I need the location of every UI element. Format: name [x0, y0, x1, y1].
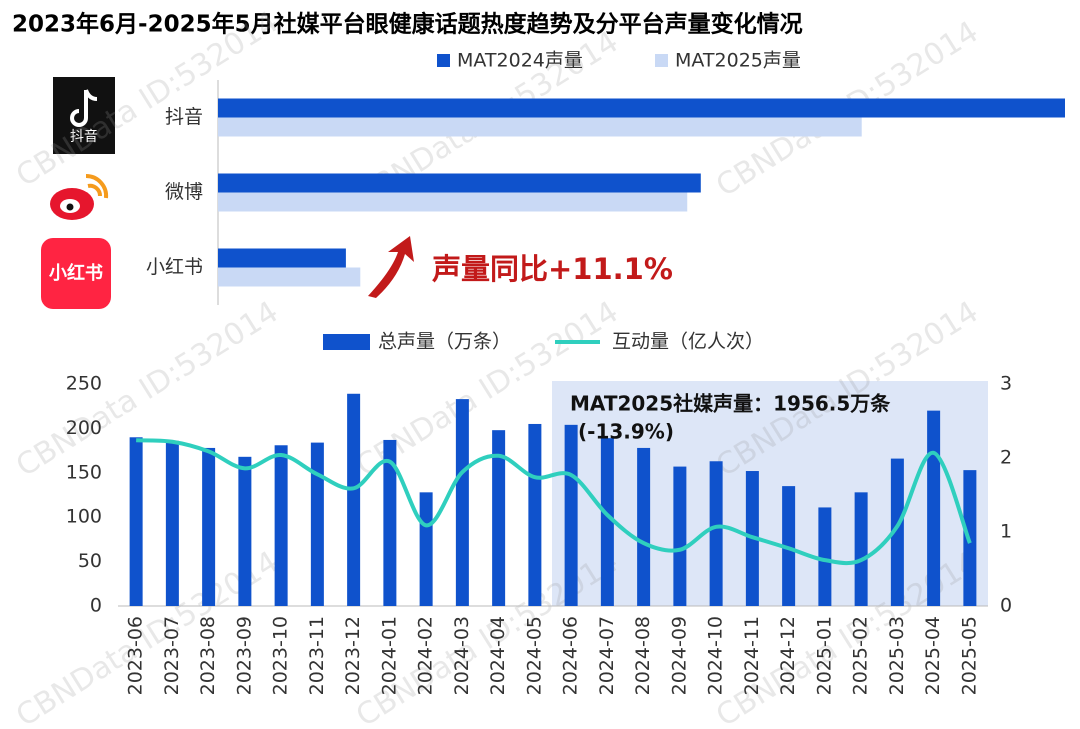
bar: [528, 423, 542, 606]
x-tick-label: 2025-01: [813, 616, 835, 695]
bar: [218, 98, 1065, 118]
category-label: 抖音: [165, 106, 203, 128]
douyin-logo: 抖音: [53, 77, 115, 154]
annotation: 声量同比+11.1%: [432, 252, 673, 286]
page-title: 2023年6月-2025年5月社媒平台眼健康话题热度趋势及分平台声量变化情况: [12, 11, 803, 38]
y-tick-label: 200: [66, 417, 102, 439]
x-tick-label: 2025-04: [922, 616, 944, 695]
x-tick-label: 2024-10: [705, 616, 727, 695]
x-tick-label: 2024-03: [451, 616, 473, 695]
bar: [564, 424, 578, 606]
y-tick-label: 150: [66, 461, 102, 483]
x-tick-label: 2024-02: [415, 616, 437, 695]
watermark: CBNData ID:532014: [10, 294, 284, 484]
bar: [709, 461, 723, 606]
x-tick-label: 2023-07: [161, 616, 183, 695]
legend-label: 总声量（万条）: [378, 331, 511, 353]
bar: [218, 117, 862, 137]
x-tick-label: 2024-01: [378, 616, 400, 695]
bar: [310, 442, 324, 606]
legend-swatch: [655, 54, 668, 67]
y-tick-label: 250: [66, 373, 102, 395]
annotation: MAT2025社媒声量：1956.5万条: [570, 392, 891, 416]
x-tick-label: 2024-07: [596, 616, 618, 695]
x-tick-label: 2023-09: [233, 616, 255, 695]
annotation: (-13.9%): [578, 420, 674, 444]
bar: [347, 393, 361, 606]
x-tick-label: 2024-08: [632, 616, 654, 695]
bar: [383, 439, 397, 606]
bar: [673, 466, 687, 606]
bar: [165, 440, 179, 606]
y2-tick-label: 1: [1000, 521, 1012, 543]
category-label: 小红书: [146, 256, 203, 278]
x-tick-label: 2024-09: [668, 616, 690, 695]
y2-tick-label: 0: [1000, 595, 1012, 617]
bar: [782, 486, 796, 606]
y2-tick-label: 3: [1000, 373, 1012, 395]
y-tick-label: 50: [78, 550, 102, 572]
legend-label: MAT2024声量: [457, 50, 583, 72]
highlight-region: [552, 381, 988, 606]
x-tick-label: 2024-05: [523, 616, 545, 695]
bar: [854, 492, 868, 606]
x-tick-label: 2024-06: [560, 616, 582, 695]
x-tick-label: 2024-04: [487, 616, 509, 695]
bar: [274, 445, 288, 606]
bar: [129, 437, 143, 606]
x-tick-label: 2023-10: [270, 616, 292, 695]
weibo-logo: [50, 173, 109, 220]
bar: [600, 438, 614, 606]
xiaohongshu-logo: 小红书: [41, 238, 111, 309]
x-tick-label: 2023-08: [197, 616, 219, 695]
x-tick-label: 2023-12: [342, 616, 364, 695]
bar: [419, 492, 433, 606]
bar: [818, 507, 832, 606]
bar: [637, 447, 651, 606]
category-label: 微博: [165, 181, 203, 203]
growth-arrow: [368, 236, 414, 298]
logo-text: 小红书: [49, 262, 103, 284]
y-tick-label: 100: [66, 506, 102, 528]
y-tick-label: 0: [90, 595, 102, 617]
x-tick-label: 2025-02: [850, 616, 872, 695]
x-tick-label: 2025-03: [886, 616, 908, 695]
bar: [927, 410, 941, 606]
x-tick-label: 2025-05: [958, 616, 980, 695]
bar: [202, 447, 216, 606]
logo-text: 抖音: [70, 128, 98, 145]
x-tick-label: 2023-11: [306, 616, 328, 695]
bar: [218, 192, 688, 212]
x-tick-label: 2023-06: [125, 616, 147, 695]
legend-label: MAT2025声量: [675, 50, 801, 72]
x-tick-label: 2024-12: [777, 616, 799, 695]
bar: [238, 456, 252, 606]
line: [136, 438, 972, 566]
legend-label: 互动量（亿人次）: [612, 331, 764, 353]
x-tick-label: 2024-11: [741, 616, 763, 695]
y2-tick-label: 2: [1000, 447, 1012, 469]
legend-swatch: [323, 334, 370, 350]
bar: [492, 430, 506, 606]
bar: [890, 458, 904, 606]
legend-swatch: [437, 54, 450, 67]
bar: [218, 267, 361, 287]
bar: [218, 173, 701, 193]
bar: [455, 399, 469, 606]
bar: [218, 248, 346, 268]
